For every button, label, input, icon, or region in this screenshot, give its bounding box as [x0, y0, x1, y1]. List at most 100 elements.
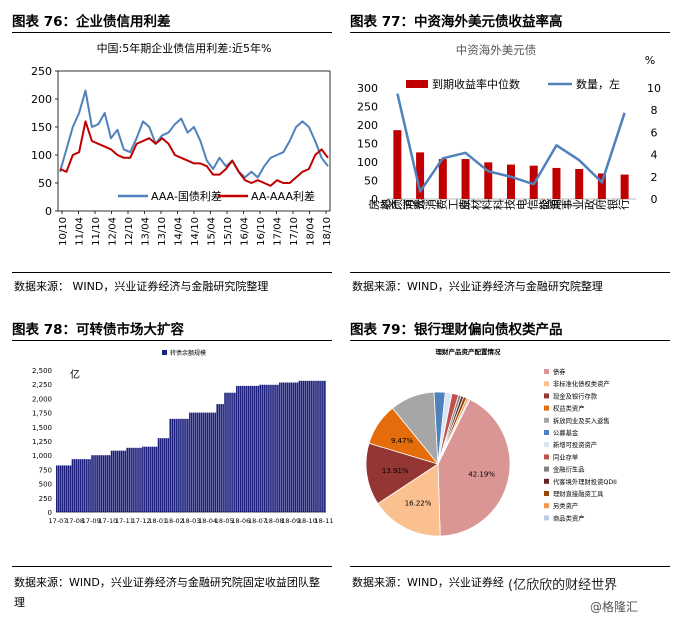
bar	[257, 385, 260, 512]
bar	[247, 385, 250, 512]
bar	[163, 438, 166, 512]
chart-title: 中资海外美元债	[456, 43, 537, 57]
pie-slice	[437, 398, 471, 465]
x-tick-label: 17-09	[82, 517, 101, 525]
bar	[552, 167, 561, 199]
bar	[97, 455, 99, 512]
bar	[177, 418, 179, 512]
x-tick-label: 17/10	[289, 217, 300, 246]
x-tick-label: 17-07	[49, 517, 68, 525]
bar	[171, 418, 174, 512]
wealth-asset-pie-chart: 理财产品资产配置情况 42.19% 16.22% 13.91% 9.47% 债券非标准化债…	[365, 347, 617, 537]
legend-swatch	[544, 478, 549, 484]
legend-swatch	[544, 442, 549, 448]
bar	[214, 412, 217, 512]
chart-77-source: 数据来源：WIND，兴业证券经济与金融研究院整理	[352, 280, 603, 293]
y-left-tick-label: 50	[364, 175, 378, 188]
bar	[220, 404, 222, 512]
bar	[620, 174, 629, 199]
bar	[308, 380, 310, 512]
legend-swatch	[406, 80, 428, 88]
watermark-logo-text: @格隆汇	[590, 600, 639, 614]
bar	[212, 412, 215, 512]
x-category-label: 政府	[583, 199, 607, 212]
x-tick-label: 18/10	[322, 217, 333, 246]
bar	[324, 380, 326, 512]
bar	[136, 447, 138, 512]
bar	[484, 162, 493, 199]
bar	[322, 380, 324, 512]
bar	[234, 392, 236, 512]
bar	[183, 418, 185, 512]
legend-label: 新增可投资资产	[553, 440, 597, 449]
bar	[597, 173, 606, 199]
bar	[95, 455, 97, 512]
legend-swatch	[544, 454, 549, 460]
legend-label: 理财直接融资工具	[553, 489, 604, 498]
bar	[210, 412, 213, 512]
bar	[304, 380, 307, 512]
y-tick-label: 1,500	[32, 424, 52, 432]
bar	[91, 455, 93, 512]
bar	[202, 412, 205, 512]
bar	[251, 385, 254, 512]
bar	[157, 438, 160, 512]
x-tick-label: 12/04	[108, 217, 119, 246]
bar	[179, 418, 181, 512]
x-category-label: 科技	[492, 199, 516, 212]
legend-label: AA-AAA利差	[251, 189, 315, 203]
x-tick-label: 18-06	[231, 517, 250, 525]
series-line	[59, 89, 329, 179]
bar	[206, 412, 209, 512]
y-unit-label: 亿	[70, 368, 80, 381]
bar	[140, 447, 142, 512]
legend-swatch	[544, 491, 549, 496]
chart-title: 理财产品资产配置情况	[436, 347, 502, 356]
divider	[12, 272, 332, 273]
bar	[320, 380, 322, 512]
y-tick-label: 0	[48, 509, 52, 517]
bar	[108, 455, 111, 512]
pie-slice	[365, 442, 439, 505]
x-tick-label: 16/10	[256, 217, 267, 246]
y-left-tick-label: 250	[357, 101, 378, 114]
bar	[130, 447, 132, 512]
y-tick-label: 2,250	[32, 381, 52, 389]
chart-79-heading: 图表 79：银行理财偏向债权类产品	[350, 322, 563, 338]
legend-swatch	[544, 430, 549, 435]
bar	[259, 384, 262, 512]
bar	[298, 380, 301, 512]
x-tick-label: 15/10	[223, 217, 234, 246]
bar	[239, 385, 242, 512]
y-right-tick-label: 8	[651, 104, 658, 117]
bar	[185, 418, 187, 512]
chart-76-heading: 图表 76：企业债信用利差	[12, 14, 171, 30]
slice-label: 13.91%	[382, 467, 409, 475]
bar	[226, 392, 228, 512]
legend-label: 金融衍生品	[553, 465, 584, 474]
bar	[275, 384, 277, 512]
bar	[232, 392, 234, 512]
bar	[173, 418, 175, 512]
bar	[69, 465, 72, 512]
x-tick-label: 13/10	[157, 217, 168, 246]
legend-swatch	[544, 466, 549, 472]
divider	[12, 566, 332, 567]
x-category-label: 必须消费	[380, 199, 425, 212]
legend-label: 数量，左	[576, 78, 620, 91]
bar	[87, 459, 89, 512]
bar	[159, 438, 162, 512]
divider	[350, 340, 670, 341]
x-tick-label: 17/04	[273, 217, 284, 246]
x-tick-label: 18-09	[281, 517, 300, 525]
legend-label: 公募基金	[553, 428, 579, 437]
x-category-label: 电信	[515, 199, 538, 212]
bar	[249, 385, 252, 512]
x-category-label: 房地产	[368, 199, 402, 212]
bar	[67, 465, 70, 512]
y-tick-label: 0	[45, 205, 52, 218]
pie-slice	[437, 398, 511, 537]
bar	[196, 412, 199, 512]
bar	[243, 385, 246, 512]
bar	[306, 380, 309, 512]
